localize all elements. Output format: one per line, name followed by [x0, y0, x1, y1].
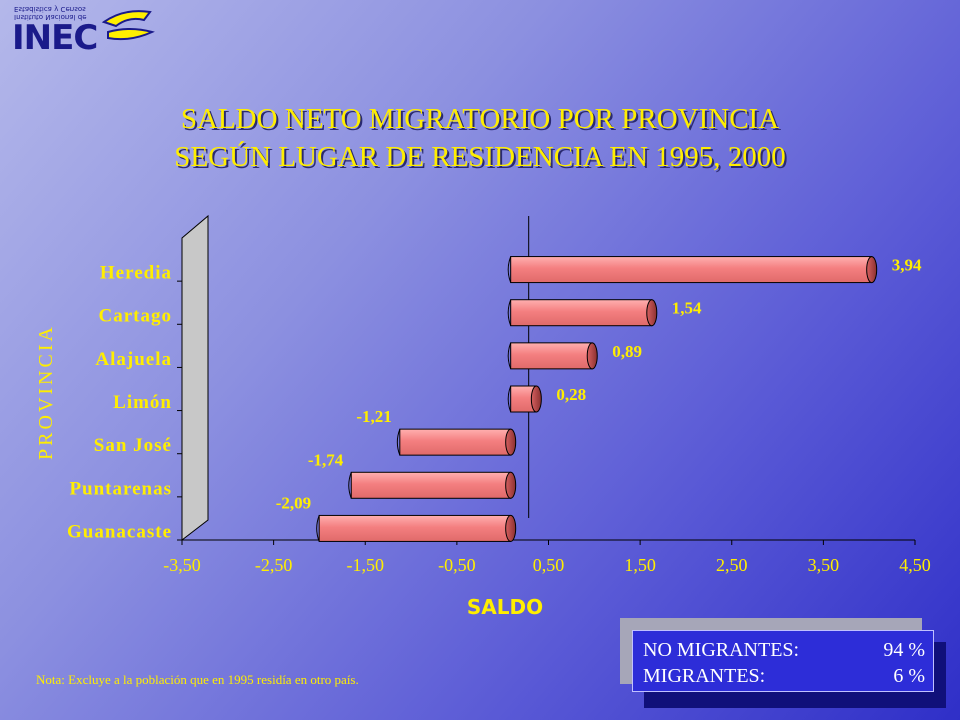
footnote: Nota: Excluye a la población que en 1995… [36, 672, 359, 687]
x-tick-label: 4,50 [899, 555, 931, 575]
data-label: -1,21 [356, 407, 391, 426]
y-tick-label: Cartago [99, 306, 172, 327]
summary-row-no-migrantes: NO MIGRANTES: 94 % [643, 639, 925, 665]
summary-value: 6 % [893, 665, 925, 687]
summary-value: 94 % [883, 639, 925, 661]
x-tick-label: 2,50 [716, 555, 748, 575]
x-tick-label: -1,50 [347, 555, 385, 575]
x-tick-label: 3,50 [808, 555, 840, 575]
y-tick-label: Heredia [100, 263, 172, 284]
x-tick-label: -2,50 [255, 555, 293, 575]
data-label: 0,28 [556, 385, 586, 404]
bar-end-cap [586, 342, 598, 370]
chart-title-line1: SALDO NETO MIGRATORIO POR PROVINCIA [180, 103, 780, 135]
bar-end-cap [646, 299, 658, 327]
bar-end-cap [530, 385, 542, 413]
summary-label: MIGRANTES: [643, 665, 766, 687]
bar [510, 299, 653, 327]
y-tick-label: Puntarenas [69, 478, 172, 499]
y-tick-label: Limón [113, 392, 172, 413]
x-tick-label: 0,50 [533, 555, 565, 575]
chart-side-wall [181, 214, 209, 542]
bar-start-cap [507, 256, 512, 283]
y-axis-label: PROVINCIA [35, 324, 57, 460]
data-label: -1,74 [308, 450, 344, 469]
chart-title: SALDO NETO MIGRATORIO POR PROVINCIA SEGÚ… [0, 100, 960, 176]
summary-row-migrantes: MIGRANTES: 6 % [643, 665, 925, 691]
y-tick-label: San José [94, 435, 172, 456]
bar-start-cap [316, 515, 320, 542]
bar [510, 256, 873, 284]
chart-title-line2: SEGÚN LUGAR DE RESIDENCIA EN 1995, 2000 [174, 141, 786, 173]
bar-end-cap [505, 471, 517, 499]
bar-start-cap [348, 472, 352, 499]
x-tick-label: -3,50 [163, 555, 201, 575]
bar-start-cap [507, 385, 512, 413]
data-label: 0,89 [612, 342, 642, 361]
bar-start-cap [507, 299, 512, 326]
bar-end-cap [505, 428, 517, 456]
logo-text: INEC [12, 18, 98, 58]
data-label: 3,94 [892, 256, 922, 275]
bar-end-cap [866, 256, 878, 284]
y-tick-label: Guanacaste [67, 521, 172, 542]
bar [318, 514, 512, 542]
x-tick-label: -0,50 [438, 555, 476, 575]
data-label: 1,54 [672, 299, 702, 318]
y-tick-label: Alajuela [95, 349, 172, 370]
bar [350, 471, 512, 499]
summary-label: NO MIGRANTES: [643, 639, 800, 661]
bar [510, 342, 593, 370]
inec-logo: Instituto Nacional de Estadística y Cens… [4, 2, 164, 58]
logo-bird-icon [101, 10, 155, 41]
x-tick-label: 1,50 [624, 555, 656, 575]
migration-summary-box: NO MIGRANTES: 94 % MIGRANTES: 6 % [632, 630, 934, 692]
x-axis-label: SALDO [467, 595, 543, 619]
bar [399, 428, 512, 456]
bar-start-cap [507, 342, 512, 370]
bar-end-cap [505, 514, 517, 542]
bar-start-cap [396, 428, 401, 456]
data-label: -2,09 [276, 493, 311, 512]
